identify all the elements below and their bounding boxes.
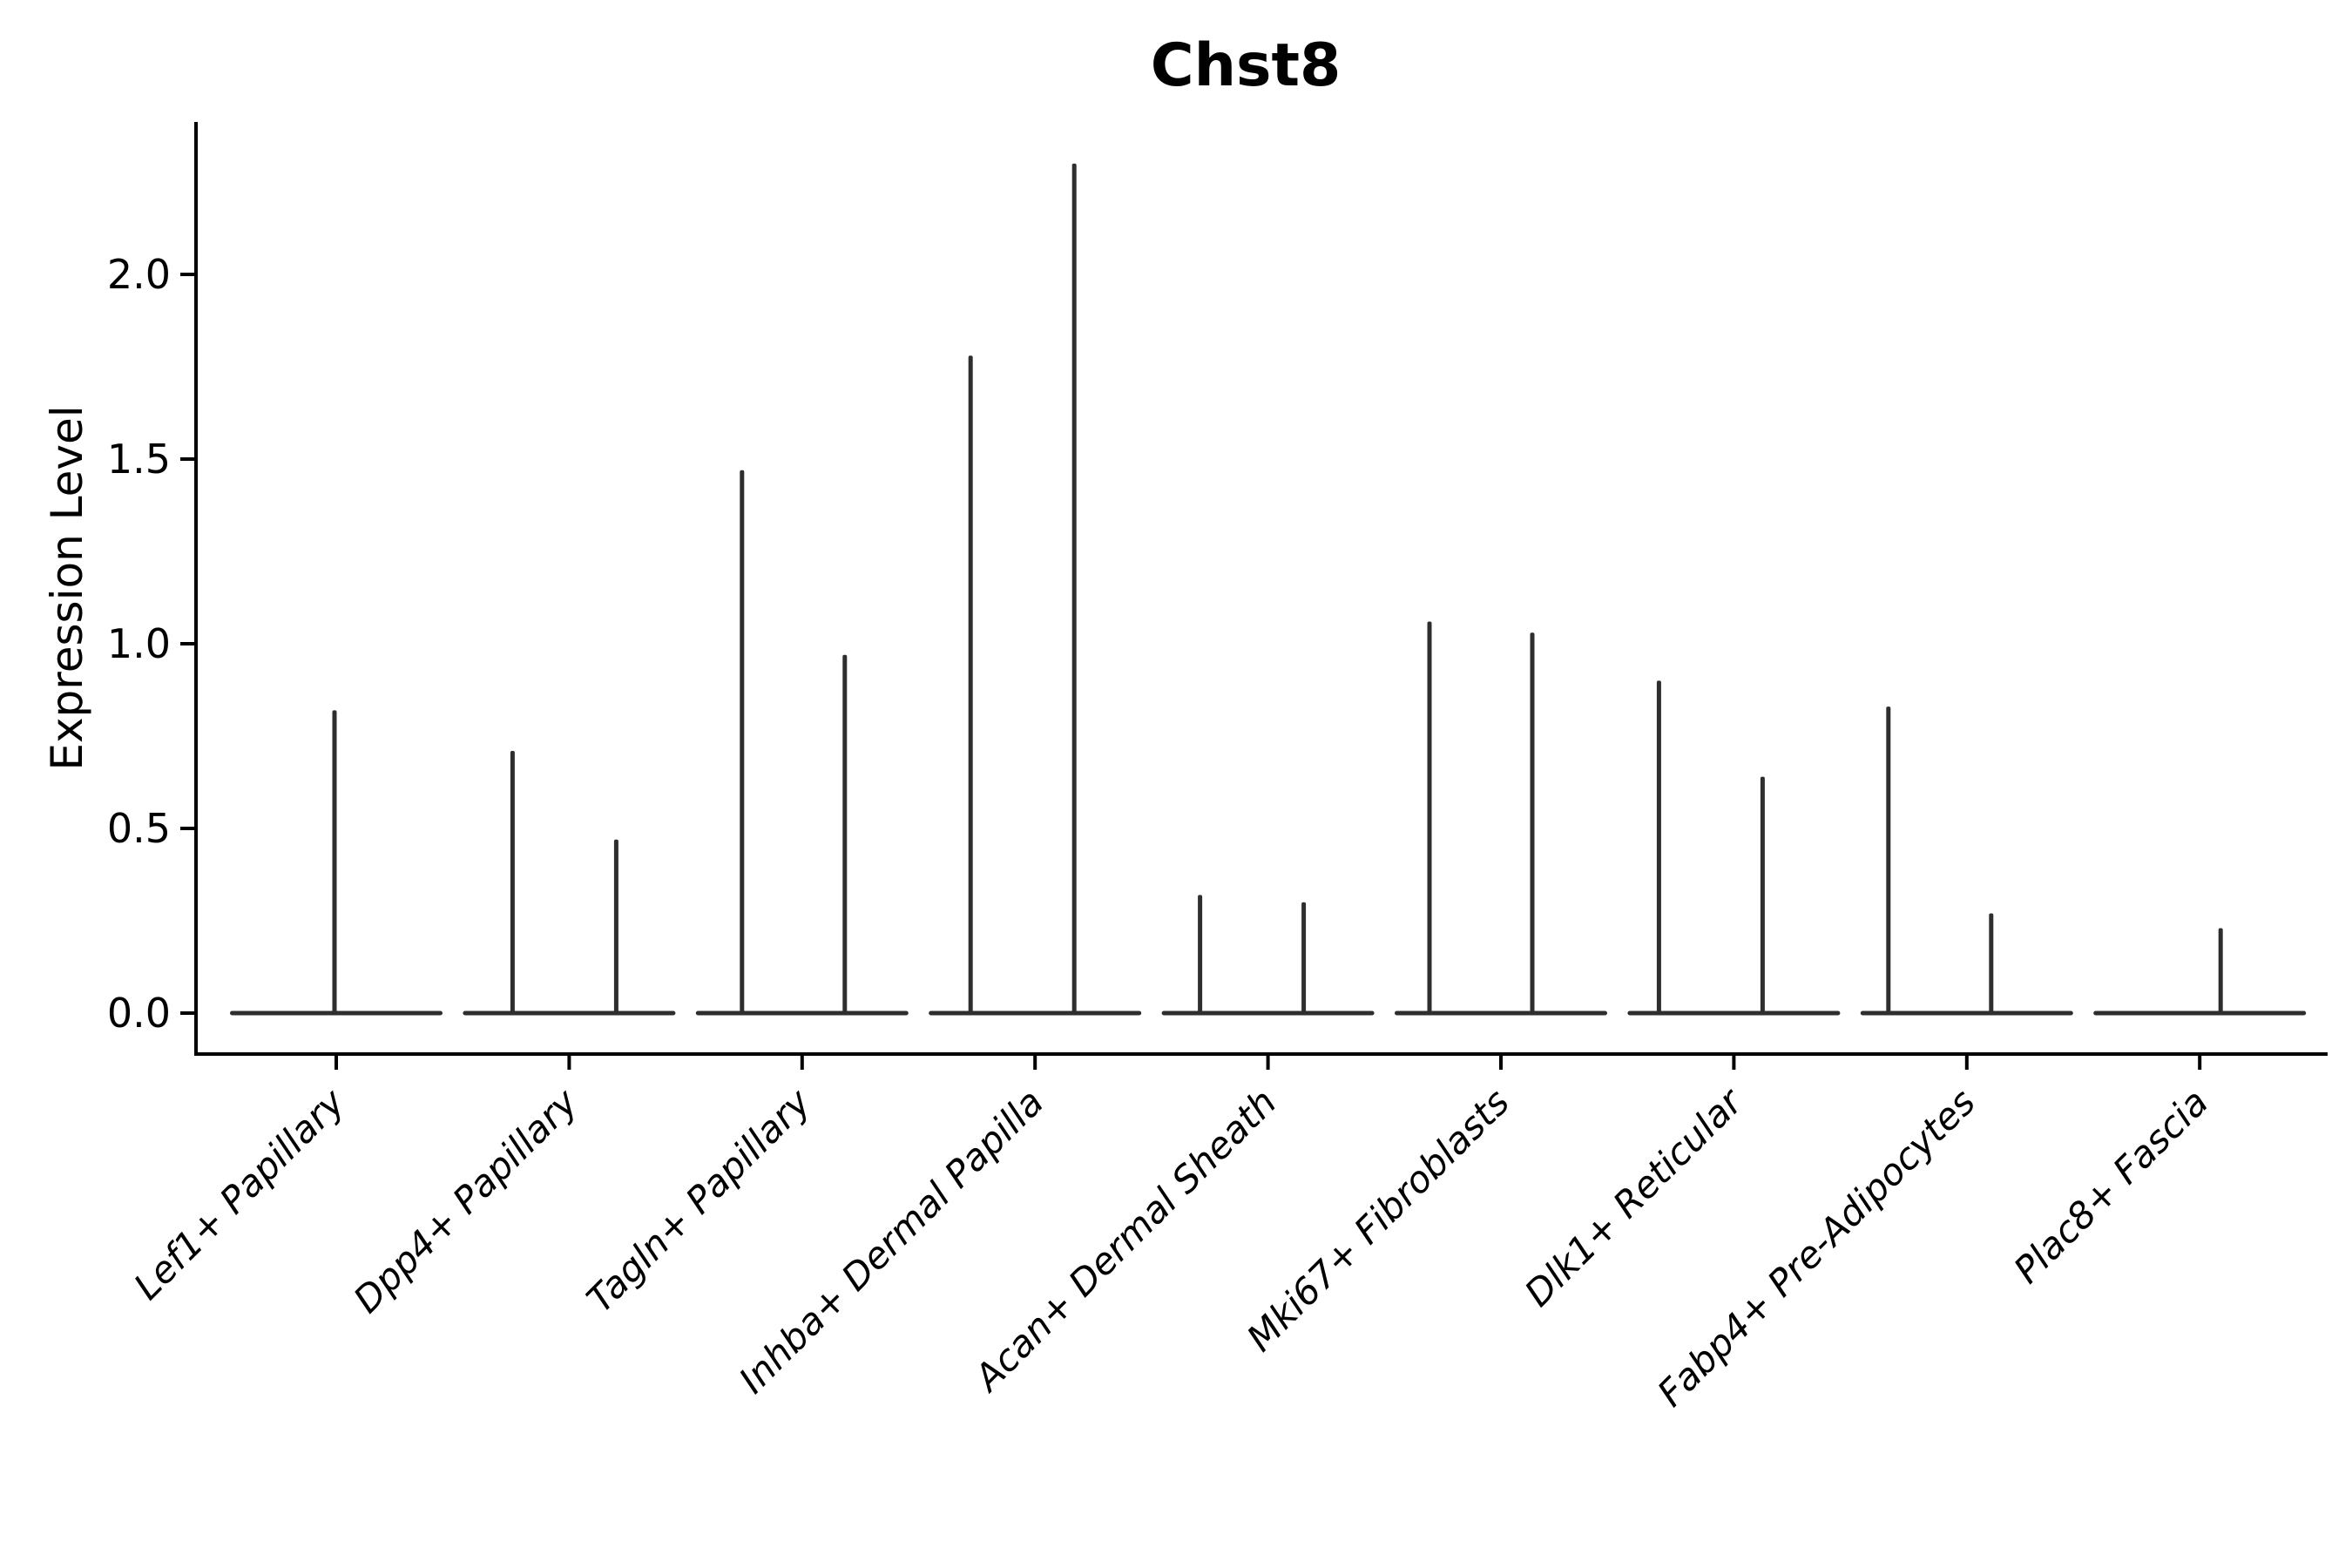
y-tick-labels: 0.0 0.5 1.0 1.5 2.0 bbox=[107, 251, 171, 1037]
violin-spike bbox=[1989, 913, 1994, 1013]
violin-zero-body bbox=[230, 1010, 443, 1016]
x-tick-label: Mki67+ Fibroblasts bbox=[1239, 1080, 1517, 1359]
violin-spike bbox=[1301, 902, 1307, 1013]
violin-spike bbox=[613, 839, 618, 1013]
x-tick-label: Dlk1+ Reticular bbox=[1517, 1078, 1753, 1315]
x-axis-ticks bbox=[335, 1054, 2202, 1070]
violin-zero-body bbox=[695, 1010, 909, 1016]
violin-zero-body bbox=[1860, 1010, 2073, 1016]
violin-zero-body bbox=[929, 1010, 1142, 1016]
y-tick-label: 2.0 bbox=[107, 251, 171, 298]
violin-zero-body bbox=[463, 1010, 676, 1016]
violin-spike bbox=[1071, 163, 1077, 1014]
violin-spike bbox=[968, 355, 973, 1013]
violin-spike bbox=[1427, 621, 1432, 1013]
violin-spike bbox=[740, 470, 745, 1013]
y-tick-label: 0.5 bbox=[107, 805, 171, 852]
violin-spike bbox=[1886, 706, 1891, 1013]
violin-spike bbox=[1198, 895, 1203, 1013]
violin-zero-body bbox=[1627, 1010, 1841, 1016]
chart-title: Chst8 bbox=[1151, 31, 1342, 100]
violin-spike bbox=[1656, 680, 1661, 1013]
axes-spines bbox=[194, 122, 2328, 1056]
violin-spike bbox=[510, 750, 515, 1013]
y-axis-label: Expression Level bbox=[42, 405, 92, 770]
violin-spike bbox=[2218, 928, 2223, 1013]
x-tick-label: Dpp4+ Papillary bbox=[345, 1080, 586, 1321]
violin-zero-body bbox=[1161, 1010, 1375, 1016]
y-tick-label: 1.0 bbox=[107, 620, 171, 667]
violin-spike bbox=[1530, 632, 1535, 1013]
x-tick-label: Plac8+ Fascia bbox=[2005, 1080, 2216, 1291]
y-axis-ticks bbox=[180, 273, 196, 1015]
violins-layer bbox=[230, 163, 2307, 1016]
y-tick-label: 1.5 bbox=[107, 436, 171, 483]
violin-spike bbox=[1760, 776, 1765, 1013]
violin-zero-body bbox=[1395, 1010, 1607, 1016]
violin-spike bbox=[842, 654, 848, 1013]
violin-zero-body bbox=[2093, 1010, 2307, 1016]
x-tick-label: Lef1+ Papillary bbox=[125, 1080, 354, 1308]
violin-spike bbox=[332, 710, 337, 1013]
y-tick-label: 0.0 bbox=[107, 990, 171, 1037]
x-tick-label: Tagln+ Papillary bbox=[578, 1080, 820, 1321]
